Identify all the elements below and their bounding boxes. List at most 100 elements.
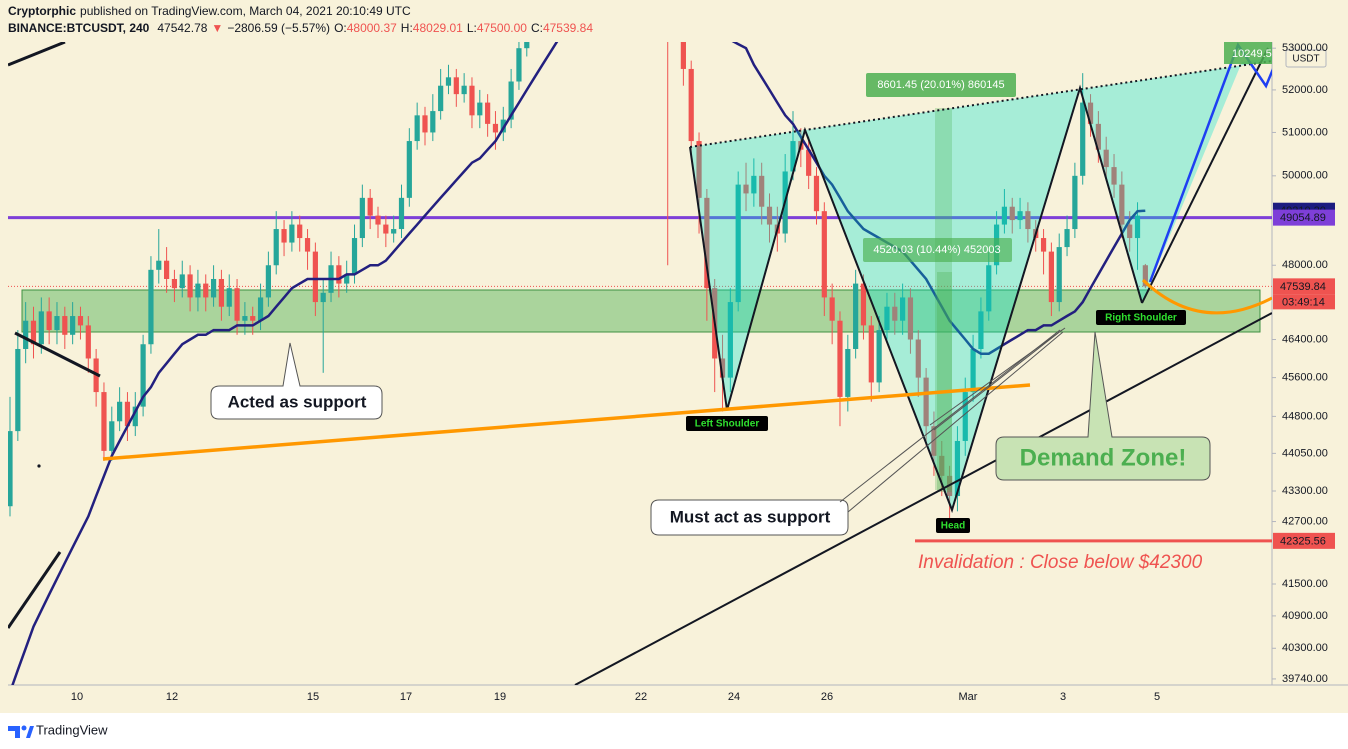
candle-body (109, 421, 115, 451)
candle-body (704, 197, 710, 289)
candle-body (954, 440, 961, 497)
ohlc-value: 47500.00 (477, 21, 527, 35)
symbol: BINANCE:BTCUSDT, 240 (8, 21, 150, 35)
candle-body (351, 238, 358, 275)
candle-body (962, 392, 968, 441)
ohlc-key: O: (334, 21, 347, 35)
price-label: 49054.89 (1280, 212, 1326, 224)
candle-body (281, 229, 287, 243)
publish-info: published on TradingView.com, March 04, … (80, 4, 411, 18)
candle-body (124, 401, 131, 427)
currency-badge (1285, 49, 1327, 68)
candle-body (375, 215, 381, 225)
candle-body (187, 274, 193, 298)
candle-body (1009, 206, 1015, 221)
y-tick-label: 42700.00 (1282, 515, 1328, 527)
axes: 53000.00 52000.00 51000.00 50000.00 48000.00… (71, 42, 1335, 703)
candle-body (273, 229, 279, 266)
candle-body (265, 265, 271, 298)
candle-body (70, 316, 76, 335)
candle-body (62, 316, 68, 335)
x-tick-label: Mar (959, 691, 978, 703)
candle-body (140, 344, 146, 407)
candle-body (1072, 175, 1078, 230)
y-tick-label: 39740.00 (1282, 673, 1328, 685)
candle-body (1127, 224, 1133, 239)
y-tick-label: 41500.00 (1282, 578, 1328, 590)
candle-body (743, 184, 749, 194)
x-tick-label: 12 (166, 691, 178, 703)
candle-body (766, 206, 773, 225)
candle-body (320, 292, 326, 303)
candle-body (15, 348, 21, 432)
chart-background (0, 0, 1348, 713)
support-line (102, 383, 1031, 461)
logo-mark (21, 725, 27, 731)
candle-body (77, 316, 84, 326)
candle-body (148, 269, 154, 345)
ohlc-value: 47539.84 (543, 21, 593, 35)
y-tick-label: 51000.00 (1282, 126, 1328, 138)
price-label-box (1273, 209, 1335, 226)
y-tick-label: 46400.00 (1282, 333, 1328, 345)
candle-body (461, 85, 467, 95)
y-tick-label: 52000.00 (1282, 84, 1328, 96)
candle-body (438, 85, 444, 112)
x-tick-label: 5 (1154, 691, 1160, 703)
candle-body (195, 283, 201, 298)
footer-logo (8, 725, 34, 738)
candle-body (837, 320, 843, 397)
candle-body (1025, 211, 1031, 230)
x-tick-label: 3 (1060, 691, 1066, 703)
candle-body (1087, 102, 1094, 124)
candle-body (289, 224, 295, 243)
pattern-tag-text: Head (941, 521, 965, 532)
pattern-outline (689, 84, 1143, 514)
candle-body (344, 274, 350, 284)
candle-body (242, 316, 248, 321)
candle-body (524, 42, 530, 49)
candle-body (1080, 102, 1086, 176)
candle-body (1095, 123, 1101, 150)
countdown-box (1273, 294, 1335, 310)
candle-body (30, 320, 37, 345)
candle-body (132, 406, 138, 427)
measure-range (935, 108, 952, 490)
candle-body (250, 316, 256, 321)
price-label-box (1273, 532, 1335, 549)
ohlc-value: 48000.37 (347, 21, 397, 35)
trend-line (574, 312, 1272, 685)
candle-body (304, 238, 311, 252)
candle-body (101, 392, 107, 451)
candle-body (336, 265, 342, 284)
x-tick-label: 26 (821, 691, 833, 703)
candle-body (986, 265, 992, 312)
candle-body (54, 316, 60, 331)
candle-body (406, 141, 412, 198)
x-tick-label: 17 (400, 691, 412, 703)
candle-body (829, 297, 835, 321)
candle-body (38, 311, 44, 345)
candle-body (23, 320, 29, 349)
measure-text: 4520.03 (10.44%) 452003 (873, 244, 1000, 256)
y-tick-label: 43300.00 (1282, 485, 1328, 497)
candle-body (853, 283, 859, 349)
candle-body (297, 224, 303, 239)
candle-body (719, 358, 726, 378)
candle-body (1048, 251, 1054, 303)
candle-body (453, 77, 459, 95)
candle-body (1040, 238, 1047, 252)
neckline (689, 60, 1272, 148)
candle-body (367, 197, 373, 216)
callout-pointer (933, 329, 1063, 431)
candle-body (485, 102, 491, 124)
candle-body (359, 197, 365, 239)
ohlc-key: C: (531, 21, 543, 35)
callout-box (650, 499, 849, 536)
y-tick-label: 48000.00 (1282, 259, 1328, 271)
header-line-2: BINANCE:BTCUSDT, 240 47542.78 ▼ −2806.59 (−… (8, 21, 593, 35)
curve (1141, 278, 1272, 315)
measure-text: 8601.45 (20.01%) 860145 (877, 79, 1004, 91)
candle-body (164, 260, 170, 279)
